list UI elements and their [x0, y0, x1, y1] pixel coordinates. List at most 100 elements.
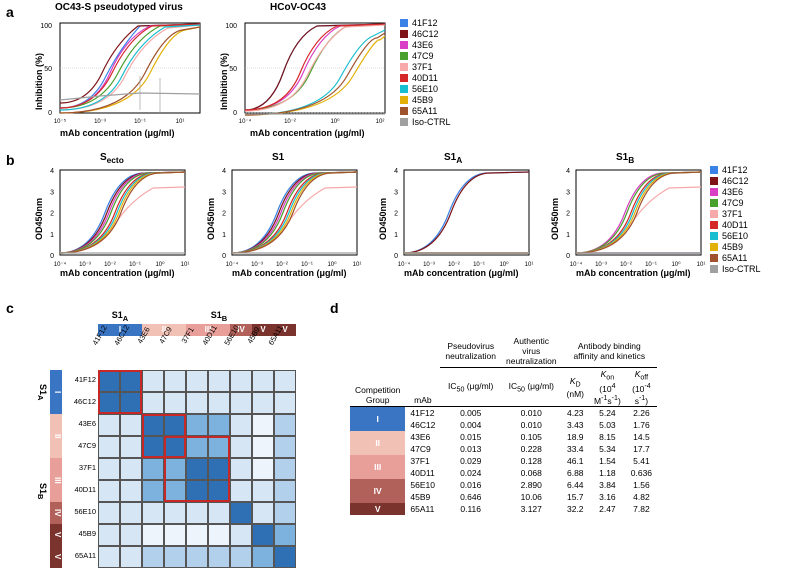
hm-cell	[208, 480, 230, 502]
hm-cell	[274, 392, 296, 414]
hm-cell	[120, 524, 142, 546]
hm-cell	[230, 414, 252, 436]
hm-cell	[164, 480, 186, 502]
table-cell: 3.127	[501, 503, 562, 515]
table-cell: 7.82	[626, 503, 657, 515]
panel-a-label: a	[6, 4, 14, 20]
legend-item: 43E6	[710, 187, 761, 197]
table-cell: 5.03	[589, 419, 626, 431]
hm-cell	[252, 414, 274, 436]
svg-text:0: 0	[222, 253, 226, 260]
chart-b-1: 0123410⁻⁴10⁻³10⁻²10⁻¹10⁰10¹	[212, 165, 362, 280]
hm-cell	[252, 480, 274, 502]
hm-cell	[208, 502, 230, 524]
chart-b-2: 0123410⁻⁴10⁻³10⁻²10⁻¹10⁰10¹	[384, 165, 534, 280]
chart-b-ylabel: OD450nm	[34, 198, 44, 240]
hm-row-label: 45B9	[64, 529, 96, 538]
hm-row-label: 40D11	[64, 485, 96, 494]
table-cell: 56E10	[405, 479, 440, 491]
table-cell: 1.76	[626, 419, 657, 431]
hm-cell	[120, 436, 142, 458]
table-cell: 0.024	[440, 467, 501, 479]
svg-text:3: 3	[566, 189, 570, 196]
legend-item: Iso-CTRL	[710, 264, 761, 274]
hm-row-label: 47C9	[64, 441, 96, 450]
table-cell: 1.18	[589, 467, 626, 479]
legend-item: 56E10	[400, 84, 451, 94]
hm-cell	[252, 436, 274, 458]
table-cell: 0.068	[501, 467, 562, 479]
panel-d-label: d	[330, 300, 339, 316]
hm-cell	[164, 436, 186, 458]
table-cell: IC50 (μg/ml)	[440, 368, 501, 407]
table-cell: V	[350, 503, 405, 515]
svg-text:10⁰: 10⁰	[327, 261, 337, 268]
hm-cell	[208, 524, 230, 546]
table-cell: 18.9	[562, 431, 589, 443]
svg-text:0: 0	[50, 253, 54, 260]
table-cell: 0.005	[440, 407, 501, 420]
hm-cell	[230, 546, 252, 568]
hm-row-label: 46C12	[64, 397, 96, 406]
legend-item: 65A11	[710, 253, 761, 263]
legend-item: 46C12	[710, 176, 761, 186]
svg-text:0: 0	[566, 253, 570, 260]
chart-a1: 100 50 0 10⁻⁵ 10⁻³ 10⁻¹ 10¹	[40, 18, 205, 128]
svg-text:2: 2	[50, 211, 54, 218]
chart-b-xlabel: mAb concentration (μg/ml)	[60, 268, 175, 278]
table-cell: 43E6	[405, 431, 440, 443]
chart-b-title: S1B	[616, 152, 634, 165]
hm-cell	[252, 546, 274, 568]
legend-a: 41F1246C1243E647C937F140D1156E1045B965A1…	[400, 18, 451, 128]
hm-cell	[186, 502, 208, 524]
hm-cell	[274, 414, 296, 436]
svg-text:4: 4	[394, 168, 398, 175]
table-cell: Kon (104 M-1s-1)	[589, 368, 626, 407]
hm-cell	[142, 502, 164, 524]
legend-item: Iso-CTRL	[400, 117, 451, 127]
hm-cell	[274, 524, 296, 546]
table-cell: 3.84	[589, 479, 626, 491]
table-cell: 14.5	[626, 431, 657, 443]
legend-b: 41F1246C1243E647C937F140D1156E1045B965A1…	[710, 165, 761, 275]
hm-row-label: 37F1	[64, 463, 96, 472]
hm-cell	[98, 524, 120, 546]
svg-text:10⁻⁴: 10⁻⁴	[239, 118, 252, 125]
hm-cell	[164, 524, 186, 546]
table-cell: 45B9	[405, 491, 440, 503]
legend-item: 47C9	[400, 51, 451, 61]
table-cell: 3.16	[589, 491, 626, 503]
table-cell: 65A11	[405, 503, 440, 515]
svg-text:10¹: 10¹	[181, 262, 190, 268]
svg-text:1: 1	[394, 232, 398, 239]
svg-text:10⁻⁴: 10⁻⁴	[226, 261, 239, 268]
hm-cell	[120, 502, 142, 524]
chart-b-ylabel: OD450nm	[550, 198, 560, 240]
chart-a1-title: OC43-S pseudotyped virus	[55, 2, 183, 13]
hm-cell	[164, 546, 186, 568]
hm-cell	[164, 392, 186, 414]
svg-text:0: 0	[394, 253, 398, 260]
chart-a1-xlabel: mAb concentration (μg/ml)	[60, 128, 175, 138]
svg-text:0: 0	[48, 110, 52, 117]
chart-b-title: Secto	[100, 152, 124, 165]
chart-b-xlabel: mAb concentration (μg/ml)	[404, 268, 519, 278]
legend-item: 40D11	[400, 73, 451, 83]
svg-text:10¹: 10¹	[697, 262, 706, 268]
table-cell: 2.890	[501, 479, 562, 491]
table-cell: 37F1	[405, 455, 440, 467]
svg-text:4: 4	[566, 168, 570, 175]
table-cell: 6.44	[562, 479, 589, 491]
table-cell: 47C9	[405, 443, 440, 455]
heatmap: S1AS1BIIIIIIIVVV41F1246C1243E647C937F140…	[30, 310, 298, 570]
hm-cell	[142, 458, 164, 480]
panel-c-label: c	[6, 300, 14, 316]
legend-item: 45B9	[710, 242, 761, 252]
hm-cell	[142, 480, 164, 502]
table-cell: Pseudovirus neutralization	[440, 335, 501, 368]
hm-cell	[142, 436, 164, 458]
legend-item: 40D11	[710, 220, 761, 230]
hm-cell	[186, 458, 208, 480]
svg-text:10⁻⁴: 10⁻⁴	[570, 261, 583, 268]
hm-cell	[230, 502, 252, 524]
